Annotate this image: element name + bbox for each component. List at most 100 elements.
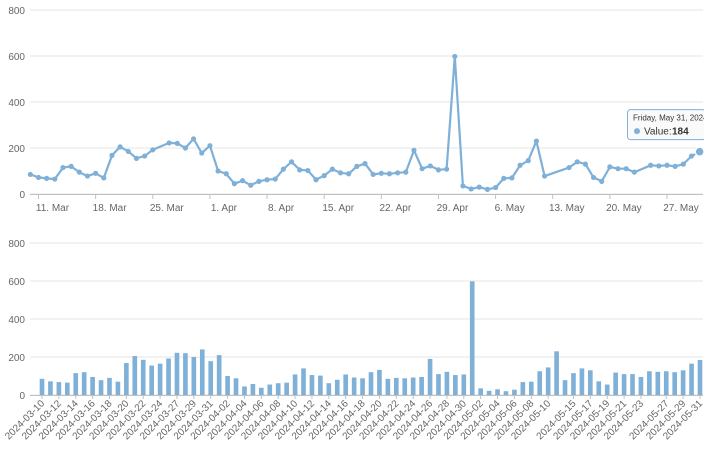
- data-point: [93, 170, 99, 176]
- bar: [284, 382, 289, 395]
- bar: [655, 371, 661, 395]
- bar: [166, 358, 171, 395]
- data-point: [313, 177, 319, 183]
- bar: [486, 390, 492, 395]
- data-point: [403, 169, 409, 175]
- data-point: [207, 143, 213, 149]
- bar: [596, 381, 602, 395]
- bar: [444, 371, 450, 395]
- bar: [242, 386, 247, 395]
- data-point: [272, 176, 278, 182]
- data-point: [590, 174, 597, 181]
- bar: [503, 391, 509, 395]
- x-tick-label: 1. Apr: [211, 203, 238, 214]
- data-point: [599, 178, 605, 184]
- data-point: [525, 158, 531, 164]
- bar: [343, 374, 349, 395]
- bar: [267, 384, 273, 395]
- x-tick-label: 22. Apr: [379, 203, 411, 214]
- bar: [680, 370, 686, 395]
- bar: [199, 349, 205, 395]
- x-tick-label: 6. May: [495, 203, 525, 214]
- bar: [579, 368, 585, 395]
- bar: [402, 378, 408, 395]
- data-point: [52, 176, 58, 182]
- bar: [157, 363, 163, 395]
- tooltip-label: Value:: [644, 127, 672, 138]
- bar: [48, 381, 53, 395]
- x-tick-label: 27. May: [663, 203, 699, 214]
- bar: [672, 372, 678, 395]
- data-point: [452, 53, 458, 60]
- bar: [453, 375, 458, 395]
- bar: [250, 383, 256, 395]
- data-point: [427, 163, 433, 169]
- data-point: [501, 175, 507, 181]
- y-tick-label: 200: [8, 353, 25, 364]
- bar: [259, 387, 264, 395]
- bar: [613, 372, 618, 395]
- data-point: [582, 161, 588, 167]
- data-point: [109, 152, 115, 158]
- bar: [90, 376, 95, 395]
- data-point: [223, 171, 229, 177]
- tooltip-box: [627, 109, 704, 141]
- bar: [520, 382, 526, 395]
- bar: [393, 377, 399, 395]
- bar: [571, 373, 576, 395]
- bar: [174, 352, 180, 395]
- data-point: [533, 138, 540, 144]
- bar: [419, 376, 424, 395]
- data-point: [190, 136, 197, 142]
- bar: [124, 363, 129, 395]
- data-point: [607, 164, 613, 170]
- data-point: [337, 170, 344, 176]
- data-point: [509, 175, 515, 181]
- bar: [56, 382, 62, 395]
- bar: [140, 359, 146, 395]
- bar: [410, 377, 416, 395]
- bar: [275, 383, 281, 395]
- bar: [368, 372, 374, 395]
- data-point: [460, 183, 466, 189]
- bar: [115, 381, 121, 395]
- data-point: [321, 173, 327, 179]
- data-point: [231, 181, 237, 187]
- data-point: [248, 182, 254, 188]
- y-tick-label: 200: [8, 144, 25, 155]
- data-point: [305, 167, 311, 174]
- data-point: [60, 164, 66, 171]
- bar: [545, 367, 551, 395]
- bar: [537, 371, 543, 395]
- data-point: [174, 140, 180, 146]
- data-point: [150, 147, 156, 153]
- x-tick-label: 20. May: [606, 203, 642, 214]
- bar: [385, 378, 391, 395]
- tooltip-date: Friday, May 31, 2024: [633, 114, 704, 123]
- data-point: [411, 147, 417, 153]
- bar-chart: 02004006008002024-03-102024-03-122024-03…: [3, 239, 704, 442]
- bar: [216, 355, 222, 395]
- bar: [360, 378, 365, 395]
- bar: [292, 374, 298, 395]
- y-tick-label: 400: [8, 98, 25, 109]
- data-point: [346, 171, 352, 177]
- data-point: [117, 144, 123, 150]
- bar: [351, 377, 357, 395]
- y-tick-label: 800: [8, 239, 25, 250]
- bar: [191, 357, 197, 395]
- data-point: [435, 167, 442, 173]
- data-point: [133, 155, 140, 161]
- data-point: [44, 175, 50, 181]
- y-tick-label: 600: [8, 52, 25, 63]
- y-tick-label: 0: [19, 391, 25, 402]
- data-point: [476, 184, 482, 190]
- bar: [469, 281, 475, 395]
- data-point: [664, 162, 670, 168]
- bar: [208, 361, 214, 395]
- bar: [478, 388, 483, 395]
- bar: [689, 363, 694, 395]
- bar: [647, 371, 652, 395]
- data-point: [386, 171, 393, 177]
- bar: [73, 373, 79, 395]
